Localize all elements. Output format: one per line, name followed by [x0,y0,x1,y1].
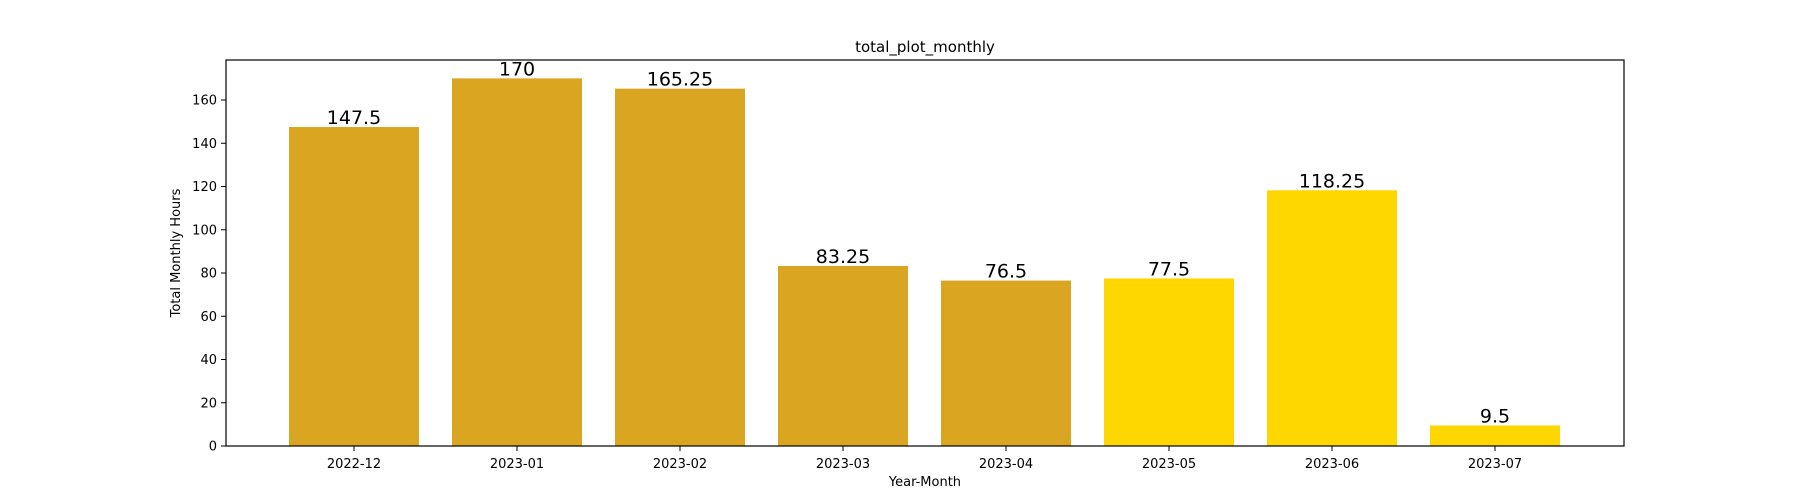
x-tick-label-2023-04: 2023-04 [979,457,1033,472]
bar-2023-05 [1104,278,1234,446]
x-tick-label-2023-02: 2023-02 [653,457,707,472]
bar-2023-02 [615,88,745,447]
bar-2023-01 [452,78,582,446]
plot-frame [225,59,1625,447]
data-label-2023-06: 118.25 [1299,170,1365,192]
y-tick-label-40: 40 [200,353,217,368]
bar-2023-03 [778,265,908,446]
x-tick-label-2023-06: 2023-06 [1305,457,1359,472]
data-label-2023-07: 9.5 [1480,405,1510,427]
y-tick-label-80: 80 [200,267,217,282]
y-tick-label-120: 120 [192,180,217,195]
y-tick-label-20: 20 [200,396,217,411]
x-tick-label-2023-03: 2023-03 [816,457,870,472]
y-tick-label-0: 0 [209,440,217,455]
x-axis-title: Year-Month [888,475,961,490]
bar-2023-06 [1267,190,1397,446]
bar-2023-04 [941,280,1071,446]
x-tick-label-2023-07: 2023-07 [1468,457,1522,472]
y-tick-label-100: 100 [192,223,217,238]
data-label-2023-05: 77.5 [1148,258,1190,280]
x-tick-label-2022-12: 2022-12 [327,457,381,472]
bar-2022-12 [289,127,419,447]
data-label-2023-04: 76.5 [985,261,1027,283]
bar-2023-07 [1430,425,1560,446]
x-tick-label-2023-01: 2023-01 [490,457,544,472]
x-tick-label-2023-05: 2023-05 [1142,457,1196,472]
data-label-2022-12: 147.5 [327,107,381,129]
y-tick-label-160: 160 [192,94,217,109]
chart-title: total_plot_monthly [855,38,995,57]
plot-area: 147.5 2022-12 170 2023-01 165.25 2023-02 83.25… [192,58,1560,472]
data-label-2023-03: 83.25 [816,246,870,268]
y-tick-label-140: 140 [192,137,217,152]
data-label-2023-02: 165.25 [647,69,713,91]
y-axis-title: Total Monthly Hours [169,188,184,318]
data-label-2023-01: 170 [499,58,535,80]
y-tick-label-60: 60 [200,310,217,325]
